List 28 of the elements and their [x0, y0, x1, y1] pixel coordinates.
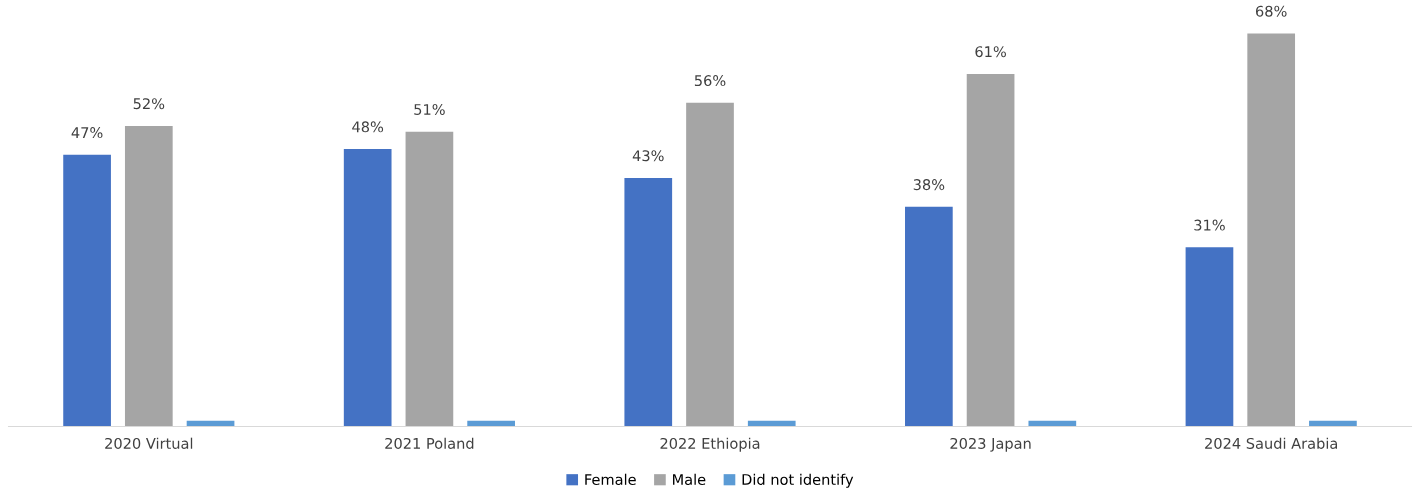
data-label: 38%	[913, 179, 945, 191]
bar	[966, 73, 1015, 427]
x-tick-label: 2020 Virtual	[105, 437, 193, 449]
bar	[63, 154, 111, 427]
data-label: 51%	[414, 103, 445, 115]
bar	[124, 125, 173, 427]
data-label: 48%	[352, 121, 384, 133]
data-label: 61%	[975, 46, 1006, 58]
legend-label: Female	[585, 473, 636, 486]
data-label: 47%	[71, 127, 103, 139]
x-tick-label: 2023 Japan	[950, 437, 1031, 452]
data-label: 31%	[1194, 219, 1225, 231]
x-tick-label: 2021 Poland	[385, 437, 474, 449]
x-tick-label: 2024 Saudi Arabia	[1205, 437, 1337, 449]
bar	[624, 177, 673, 427]
bar	[1185, 247, 1234, 427]
bar	[343, 149, 392, 427]
legend-label: Male	[673, 473, 706, 486]
bar	[905, 206, 953, 427]
data-label: 43%	[632, 150, 664, 162]
data-label: 68%	[1256, 5, 1287, 17]
legend-label: Did not identify	[742, 473, 854, 488]
bar	[1247, 33, 1296, 427]
bar	[686, 102, 734, 427]
data-label: 56%	[694, 75, 726, 87]
x-tick-label: 2022 Ethiopia	[660, 437, 760, 452]
bar	[405, 131, 454, 427]
data-label: 52%	[133, 98, 165, 110]
